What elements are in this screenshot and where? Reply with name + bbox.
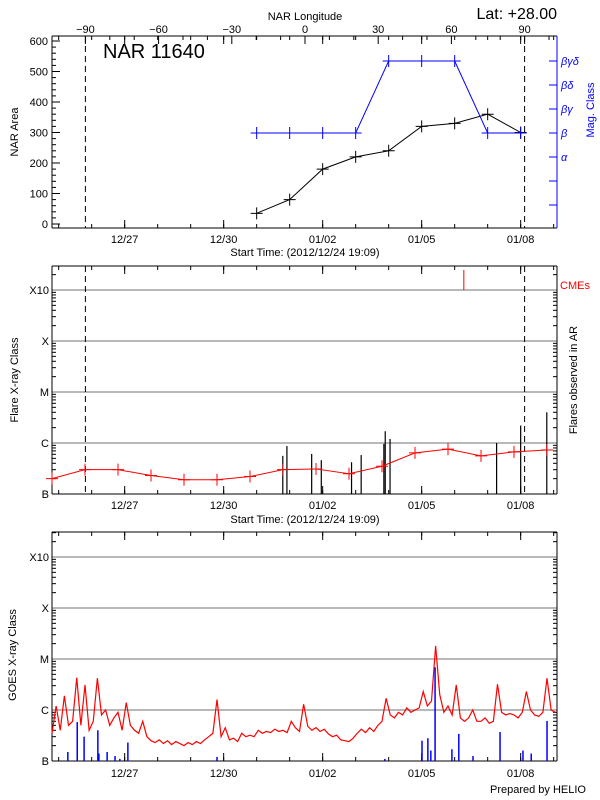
x-tick-label: 12/30 xyxy=(210,234,238,246)
area-point xyxy=(382,144,395,157)
longitude-tick-label: 0 xyxy=(302,24,308,36)
y-tick-label: 200 xyxy=(30,158,48,170)
mag-class-point xyxy=(349,127,362,139)
y-tick-label: X10 xyxy=(29,285,49,297)
y-axis-label: Flare X-ray Class xyxy=(9,337,21,422)
mag-class-line xyxy=(256,60,521,134)
x-axis-label: Start Time: (2012/12/24 19:09) xyxy=(230,514,379,526)
longitude-tick-label: −30 xyxy=(222,24,241,36)
area-point xyxy=(448,117,461,130)
x-tick-label: 12/27 xyxy=(111,768,139,780)
longitude-tick-label: 60 xyxy=(445,24,457,36)
cme-legend-label: CMEs xyxy=(560,280,590,292)
y-tick-label: 100 xyxy=(30,189,48,201)
y-tick-label: 600 xyxy=(30,36,48,48)
flare-class-point xyxy=(541,443,553,456)
x-tick-label: 01/05 xyxy=(408,234,436,246)
mag-class-point xyxy=(316,127,329,139)
prepared-by-credit: Prepared by HELIO xyxy=(490,784,586,796)
flare-class-point xyxy=(145,469,157,482)
x-tick-label: 01/05 xyxy=(408,500,436,512)
area-point xyxy=(283,193,296,206)
flare-class-point xyxy=(178,473,190,486)
y-tick-label: B xyxy=(42,756,49,768)
longitude-axis-label: NAR Longitude xyxy=(268,11,343,23)
x-tick-label: 01/08 xyxy=(507,768,535,780)
y-tick-label: X xyxy=(42,336,50,348)
x-tick-label: 01/02 xyxy=(309,500,337,512)
flare-class-point xyxy=(508,445,520,458)
longitude-tick-label: −60 xyxy=(149,24,168,36)
flare-class-point xyxy=(46,472,58,485)
area-line xyxy=(256,113,521,214)
y-tick-label: B xyxy=(42,489,49,501)
y-tick-label: 500 xyxy=(30,67,48,79)
flare-class-line xyxy=(51,448,548,481)
y-tick-label: C xyxy=(41,705,49,717)
longitude-tick-label: −90 xyxy=(76,24,95,36)
mag-class-point xyxy=(514,127,527,139)
x-tick-label: 01/02 xyxy=(309,768,337,780)
flare-class-point xyxy=(310,462,322,475)
area-point xyxy=(415,120,428,133)
y-tick-label: M xyxy=(40,387,49,399)
area-point xyxy=(250,207,263,220)
flare-class-point xyxy=(409,446,421,459)
flare-class-point xyxy=(475,449,487,462)
y2-axis-label: Flares observed in AR xyxy=(568,326,580,434)
mag-class-label: β xyxy=(560,128,568,140)
y-tick-label: 0 xyxy=(42,219,48,231)
x-tick-label: 01/05 xyxy=(408,768,436,780)
goes-flux-line xyxy=(51,645,556,747)
mag-class-axis-label: Mag. Class xyxy=(585,82,597,138)
y-axis-label: GOES X-ray Class xyxy=(7,609,19,701)
mag-class-point xyxy=(448,55,461,67)
x-tick-label: 12/30 xyxy=(210,768,238,780)
x-tick-label: 12/30 xyxy=(210,500,238,512)
x-tick-label: 12/27 xyxy=(111,234,139,246)
y-axis-label: NAR Area xyxy=(9,107,21,157)
goes-xray-panel: B C M X X10 12/27 12/30 01/02 01/05 01/08 GOES X-r… xyxy=(7,531,558,780)
mag-class-label: βδ xyxy=(560,80,574,92)
mag-class-label: βγδ xyxy=(560,56,580,68)
mag-class-label: βγ xyxy=(560,104,574,116)
mag-class-point xyxy=(283,127,296,139)
flare-class-point xyxy=(277,463,289,476)
flare-class-point xyxy=(79,463,91,476)
area-point xyxy=(316,163,329,176)
mag-class-point xyxy=(250,127,263,139)
mag-class-label: α xyxy=(561,152,568,164)
x-tick-label: 01/08 xyxy=(507,234,535,246)
mag-class-point xyxy=(481,127,494,139)
area-point xyxy=(481,108,494,121)
flare-class-point xyxy=(442,443,454,456)
longitude-tick-label: 90 xyxy=(518,24,530,36)
flare-class-panel: B C M X X10 12/27 12/30 01/02 01/05 01/08 Start Ti… xyxy=(9,265,590,526)
area-point xyxy=(349,150,362,163)
mag-class-point xyxy=(415,55,428,67)
flare-class-point xyxy=(376,460,388,473)
longitude-tick-label: 30 xyxy=(372,24,384,36)
y-tick-label: 300 xyxy=(30,128,48,140)
y-tick-label: M xyxy=(40,654,49,666)
x-axis-label: Start Time: (2012/12/24 19:09) xyxy=(230,247,379,259)
flare-class-point xyxy=(343,467,355,480)
mag-class-point xyxy=(382,55,395,67)
x-tick-label: 01/02 xyxy=(309,234,337,246)
y-tick-label: X10 xyxy=(29,552,49,564)
flare-class-point xyxy=(112,463,124,476)
lat-label: Lat: +28.00 xyxy=(476,6,557,23)
nar-area-panel: 12/27 12/30 01/02 01/05 01/08 Start Time: (20… xyxy=(9,24,597,259)
y-tick-label: 400 xyxy=(30,97,48,109)
y-tick-label: C xyxy=(41,438,49,450)
x-tick-label: 12/27 xyxy=(111,500,139,512)
y-tick-label: X xyxy=(42,603,50,615)
flare-class-point xyxy=(211,473,223,486)
x-tick-label: 01/08 xyxy=(507,500,535,512)
flare-class-point xyxy=(244,470,256,483)
region-title: NAR 11640 xyxy=(103,41,205,63)
